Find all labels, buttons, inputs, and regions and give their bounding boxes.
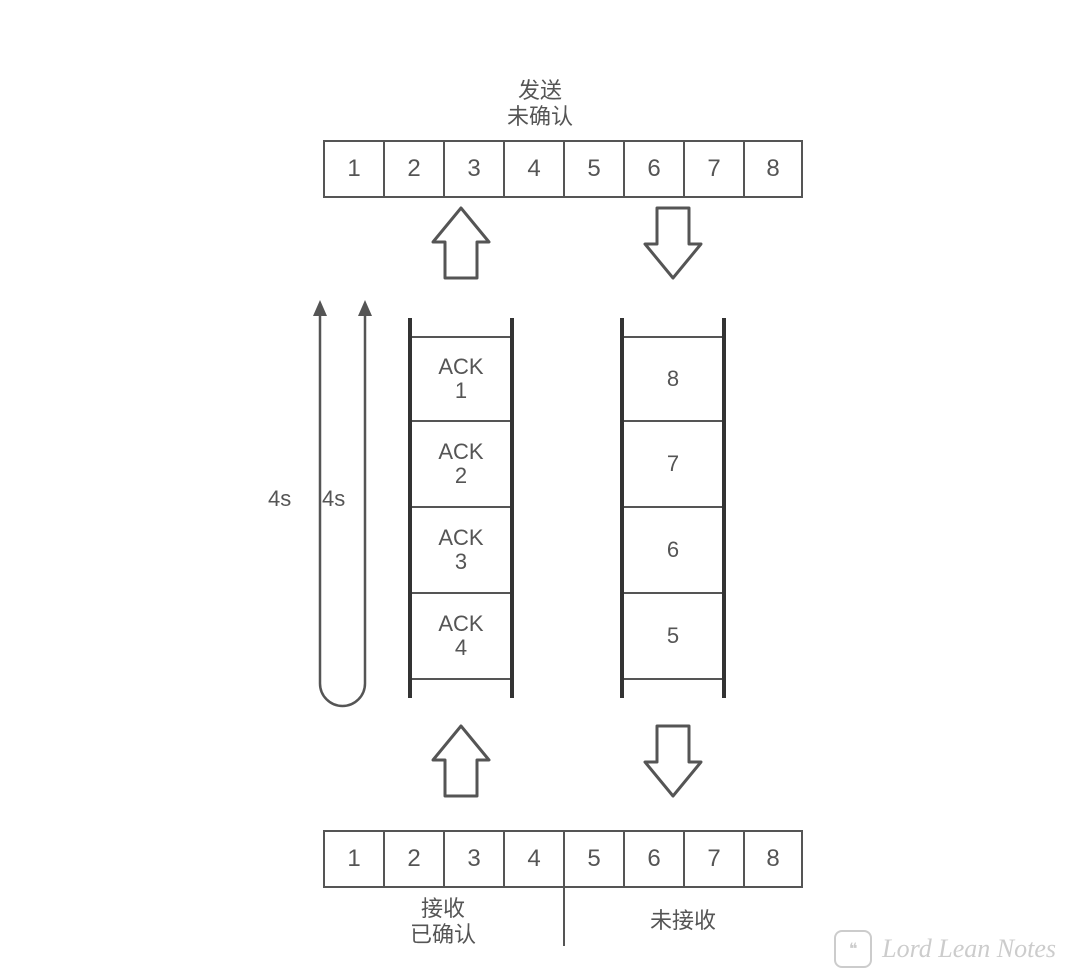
bottom-left-label-line2: 已确认: [323, 922, 563, 948]
diagram-stage: 发送 未确认 12345678 12345678 ACK 1ACK 2ACK 3…: [0, 0, 1080, 980]
watermark-icon: ❝: [834, 930, 872, 968]
watermark: ❝ Lord Lean Notes: [834, 930, 1056, 968]
watermark-text: Lord Lean Notes: [882, 934, 1056, 964]
bottom-right-label: 未接收: [563, 908, 803, 934]
round-trip-time-arrow: [0, 0, 1080, 980]
bottom-left-label-line1: 接收: [323, 896, 563, 922]
time-label-left: 4s: [268, 486, 291, 512]
time-label-right: 4s: [322, 486, 345, 512]
